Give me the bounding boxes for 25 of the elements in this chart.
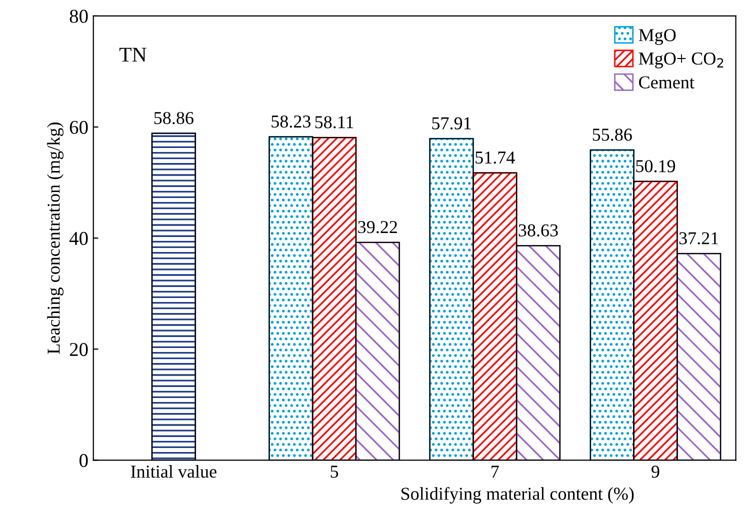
data-label: 58.11 (315, 116, 354, 128)
legend-label: MgO (638, 29, 676, 45)
data-label: 58.86 (154, 112, 194, 124)
x-tick-label: 9 (652, 466, 660, 478)
y-tick-label: 0 (80, 454, 88, 468)
x-tick-label: 5 (330, 466, 338, 478)
data-label: 50.19 (636, 160, 676, 172)
data-label: 51.74 (476, 152, 515, 164)
legend-label: Cement (639, 76, 694, 88)
x-tick-label: 7 (492, 466, 499, 478)
legend-label: MgO+ CO$_{2}$ (638, 52, 724, 68)
data-label: 55.86 (592, 128, 632, 141)
y-tick-label: 20 (70, 342, 88, 356)
data-label: 58.23 (272, 115, 311, 128)
data-label: 38.63 (518, 224, 558, 237)
y-axis-title: Leaching concentration (mg/kg) (47, 122, 64, 354)
data-label: 37.21 (679, 232, 718, 244)
x-tick-label: Initial value (130, 465, 216, 478)
data-label: 57.91 (432, 117, 471, 130)
y-tick-label: 80 (70, 10, 88, 23)
annotation: TN (119, 48, 146, 62)
y-tick-label: 40 (69, 232, 88, 246)
data-label: 39.22 (358, 221, 397, 234)
y-tick-label: 60 (70, 120, 88, 134)
x-axis-title: Solidifying material content (%) (402, 486, 634, 504)
